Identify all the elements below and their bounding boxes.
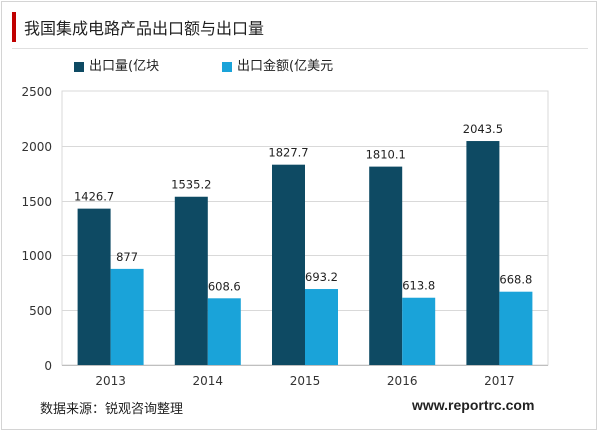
legend-swatch-export-value	[222, 61, 232, 72]
legend-item-export-value: 出口金额(亿美元	[222, 55, 333, 74]
y-tick-label: 2500	[21, 85, 52, 99]
data-label: 613.8	[402, 279, 435, 293]
data-label: 1810.1	[366, 148, 406, 162]
title-divider	[12, 48, 588, 49]
legend-swatch-export-volume	[74, 61, 84, 72]
data-label: 1426.7	[74, 190, 114, 204]
chart-title: 我国集成电路产品出口额与出口量	[24, 19, 265, 38]
y-tick-label: 2000	[21, 140, 52, 154]
legend-item-export-volume: 出口量(亿块	[74, 55, 159, 74]
data-label: 608.6	[208, 279, 241, 293]
bar-export-value	[499, 291, 533, 365]
y-tick-label: 500	[29, 304, 52, 318]
data-label: 1535.2	[171, 178, 211, 192]
title-accent-bar	[12, 12, 16, 42]
data-label: 877	[116, 250, 138, 264]
bar-export-volume	[77, 208, 111, 365]
y-tick-label: 0	[44, 359, 52, 373]
x-tick-label: 2016	[387, 374, 418, 388]
data-label: 693.2	[305, 270, 338, 284]
bar-export-value	[207, 298, 241, 365]
website-watermark: www.reportrc.com	[412, 397, 535, 413]
bar-export-volume	[272, 164, 305, 365]
data-source-note: 数据来源：锐观咨询整理	[40, 402, 184, 417]
bar-export-volume	[466, 141, 500, 365]
bar-export-volume	[369, 166, 403, 365]
data-label: 668.8	[499, 273, 532, 287]
bar-export-value	[110, 268, 144, 365]
bar-export-value	[402, 297, 436, 365]
bar-export-value	[305, 289, 338, 365]
legend-label-export-volume: 出口量(亿块	[89, 59, 160, 74]
y-tick-label: 1000	[21, 249, 52, 263]
y-tick-label: 1500	[21, 195, 52, 209]
data-label: 2043.5	[463, 122, 503, 136]
legend-label-export-value: 出口金额(亿美元	[237, 59, 334, 74]
data-label: 1827.7	[268, 146, 308, 160]
x-tick-label: 2014	[193, 374, 224, 388]
x-tick-label: 2017	[484, 374, 515, 388]
x-tick-label: 2013	[95, 374, 126, 388]
x-tick-label: 2015	[290, 374, 321, 388]
bar-export-volume	[174, 196, 208, 365]
